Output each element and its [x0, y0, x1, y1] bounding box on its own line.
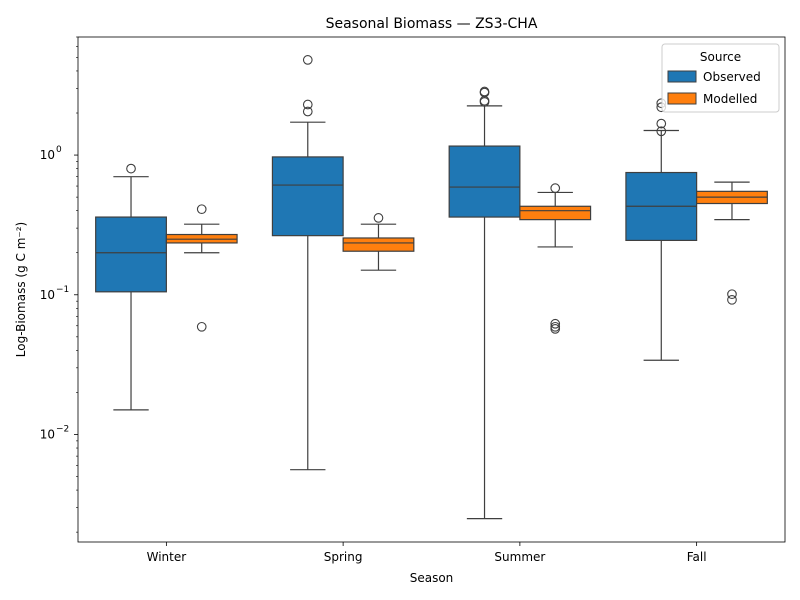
- x-tick-label: Fall: [687, 550, 707, 564]
- iqr-box: [271, 156, 344, 237]
- legend-swatch-modelled: [667, 92, 697, 105]
- outlier-point: [302, 106, 313, 117]
- iqr-box: [519, 205, 592, 221]
- outlier-point: [196, 204, 207, 215]
- y-tick-exponent: 0: [56, 145, 62, 155]
- outlier-point: [302, 55, 313, 65]
- y-tick-label: 10: [40, 427, 55, 441]
- y-tick-label: 10: [40, 148, 55, 162]
- outlier-point: [550, 324, 561, 334]
- outlier-point: [302, 99, 313, 110]
- box-modelled-winter: [165, 204, 238, 332]
- outlier-point: [126, 163, 136, 174]
- legend-swatch-observed: [667, 70, 697, 83]
- box-observed-fall: [625, 98, 698, 361]
- y-tick-exponent: −2: [56, 424, 69, 434]
- iqr-box: [342, 237, 415, 252]
- box-observed-summer: [448, 86, 521, 520]
- box-observed-spring: [271, 55, 344, 471]
- outlier-point: [373, 213, 384, 223]
- x-tick-label: Winter: [147, 550, 187, 564]
- legend-label-modelled: Modelled: [703, 92, 757, 106]
- outlier-point: [196, 321, 207, 332]
- plot-area: [95, 55, 768, 520]
- x-axis-title: Season: [410, 571, 454, 585]
- outlier-point: [656, 126, 667, 137]
- x-tick-label: Spring: [324, 550, 363, 564]
- chart-title: Seasonal Biomass — ZS3-CHA: [326, 16, 538, 32]
- iqr-box: [448, 145, 521, 218]
- y-tick-label: 10: [40, 288, 55, 302]
- legend-label-observed: Observed: [703, 70, 761, 84]
- box-modelled-fall: [696, 181, 768, 305]
- y-tick-exponent: −1: [56, 285, 69, 295]
- outlier-point: [550, 318, 561, 329]
- outlier-point: [550, 321, 561, 332]
- box-modelled-summer: [519, 183, 592, 334]
- outlier-point: [727, 294, 737, 305]
- box-modelled-spring: [342, 213, 415, 271]
- x-tick-label: Summer: [494, 550, 545, 564]
- iqr-box: [95, 216, 167, 293]
- plot-frame: [77, 36, 786, 543]
- outlier-point: [727, 289, 737, 300]
- legend: Source Observed Modelled: [661, 43, 780, 113]
- legend-title: Source: [700, 50, 741, 64]
- outlier-point: [479, 86, 490, 97]
- outlier-point: [550, 183, 561, 193]
- outlier-point: [656, 118, 667, 129]
- y-axis-title: Log-Biomass (g C m⁻²): [14, 222, 28, 357]
- box-observed-winter: [95, 163, 167, 411]
